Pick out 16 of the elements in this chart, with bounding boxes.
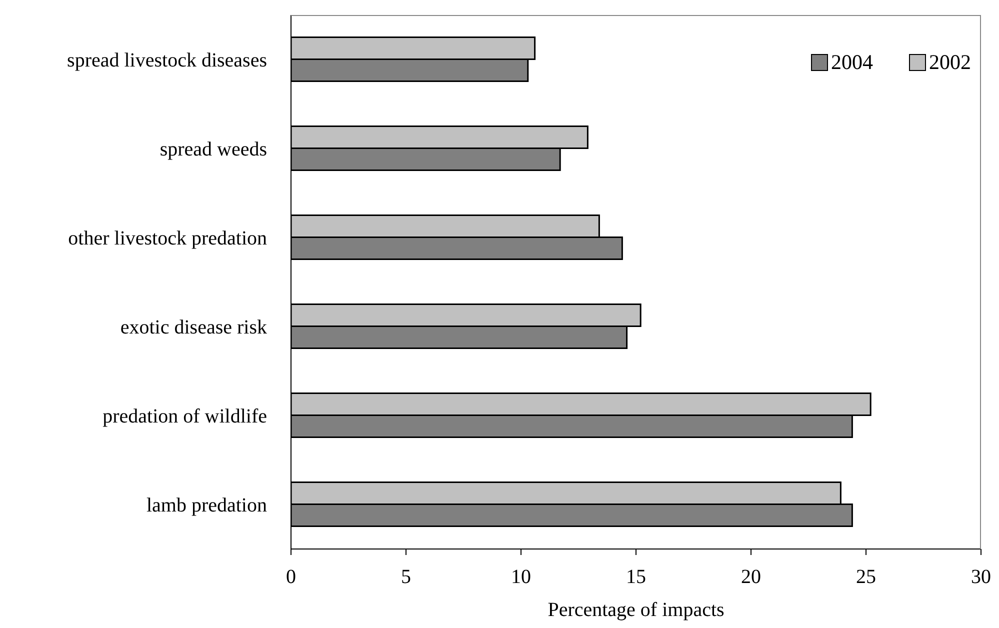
y-tick-label: spread weeds (160, 138, 268, 161)
legend-label: 2004 (831, 50, 873, 75)
x-tick-label: 20 (741, 566, 761, 588)
x-tick-label: 25 (856, 566, 876, 588)
y-tick-label: predation of wildlife (102, 406, 268, 428)
y-tick-label: spread livestock diseases (67, 50, 268, 72)
x-axis-title: Percentage of impacts (548, 599, 725, 621)
x-tick-label: 5 (401, 566, 411, 588)
x-tick-label: 0 (286, 566, 296, 588)
y-tick-label: other livestock predation (68, 228, 267, 250)
legend-label: 2002 (929, 50, 971, 75)
x-tick-label: 30 (971, 566, 991, 588)
y-tick-label: exotic disease risk (120, 316, 267, 339)
x-tick-label: 10 (511, 566, 531, 588)
y-tick-label: lamb predation (146, 494, 267, 517)
x-tick-label: 15 (626, 566, 646, 588)
